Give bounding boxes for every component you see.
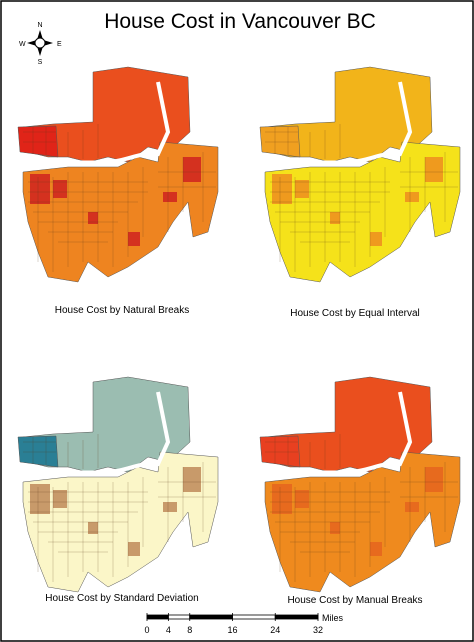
scale-tick-label: 16	[227, 625, 237, 635]
compass-w: W	[19, 41, 26, 48]
scale-tick-label: 24	[270, 625, 280, 635]
map-caption: House Cost by Manual Breaks	[287, 595, 422, 606]
map-caption: House Cost by Natural Breaks	[55, 305, 190, 316]
map-manual-breaks	[260, 377, 460, 592]
map-equal-interval	[260, 67, 460, 282]
compass: N S E W	[19, 22, 62, 66]
scale-tick-label: 32	[313, 625, 323, 635]
scale-unit: Miles	[322, 613, 344, 623]
map-standard-deviation	[18, 377, 218, 592]
compass-n: N	[37, 22, 42, 29]
scale-tick-label: 4	[166, 625, 171, 635]
scale-segment	[232, 614, 276, 620]
map-caption: House Cost by Standard Deviation	[45, 593, 198, 604]
scale-segment	[274, 614, 319, 620]
compass-s: S	[38, 59, 43, 66]
scale-segment	[167, 614, 191, 620]
title: House Cost in Vancouver BC	[104, 10, 376, 33]
scale-bar: Miles 0 4 8 16 24 32	[144, 613, 344, 635]
scale-segment	[146, 614, 169, 620]
scale-segment	[189, 614, 233, 620]
map-caption: House Cost by Equal Interval	[290, 308, 420, 319]
map-natural-breaks	[18, 67, 218, 282]
compass-e: E	[57, 41, 62, 48]
scale-tick-label: 0	[144, 625, 149, 635]
scale-tick-label: 8	[187, 625, 192, 635]
